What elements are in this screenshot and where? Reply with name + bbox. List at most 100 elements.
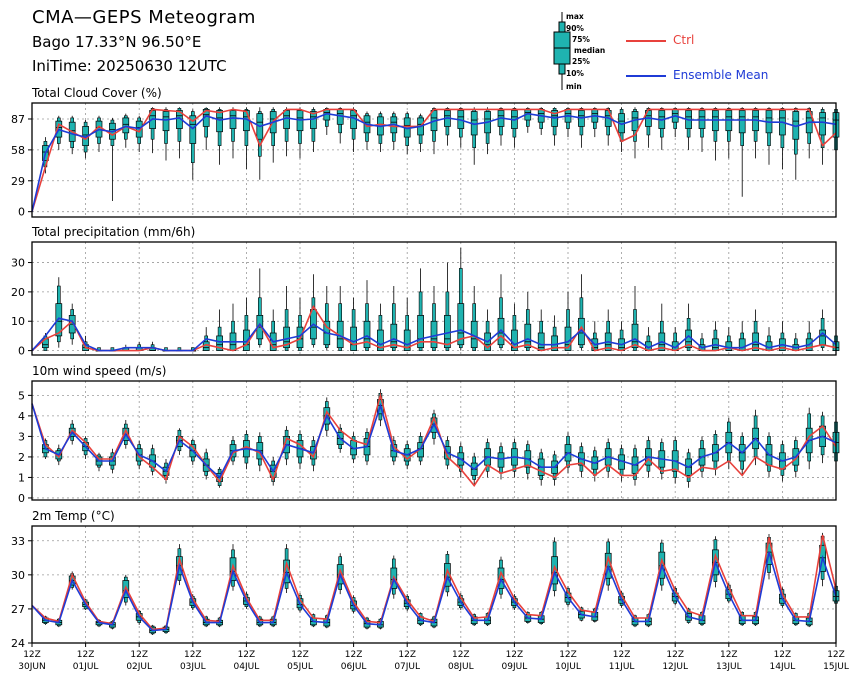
box-inner xyxy=(390,323,398,349)
y-tick-label: 27 xyxy=(11,603,25,616)
legend-p10-label: 10% xyxy=(566,69,584,78)
ensemble-box xyxy=(658,107,666,150)
ensemble-box xyxy=(135,115,143,153)
y-tick-label: 3 xyxy=(18,430,25,443)
ensemble-box xyxy=(444,262,451,351)
x-tick-date-label: 08JUL xyxy=(448,662,474,672)
box-inner xyxy=(403,329,411,351)
ensemble-box xyxy=(95,115,103,153)
ensemble-box xyxy=(671,107,679,138)
ensemble-box xyxy=(336,107,344,144)
ensemble-box xyxy=(377,111,384,153)
ensemble-mean-line xyxy=(31,317,837,352)
box-inner xyxy=(444,315,451,349)
ensemble-box xyxy=(578,107,585,148)
ensemble-box xyxy=(269,107,277,163)
ensemble-box xyxy=(430,286,438,351)
legend-mean-swatch xyxy=(626,75,666,77)
ensemble-box xyxy=(738,432,746,476)
x-tick-date-label: 09JUL xyxy=(502,662,528,672)
ensemble-box xyxy=(685,107,692,150)
box-inner xyxy=(122,117,130,134)
ensemble-box xyxy=(229,303,237,351)
ensemble-box xyxy=(216,309,223,351)
location-label: Bago 17.33°N 96.50°E xyxy=(32,33,202,51)
x-tick-date-label: 10JUL xyxy=(555,662,581,672)
y-tick-label: 10 xyxy=(11,315,25,328)
x-tick-date-label: 01JUL xyxy=(73,662,99,672)
boxplot-legend-icon xyxy=(553,12,571,90)
y-tick-label: 20 xyxy=(11,286,25,299)
ensemble-box xyxy=(189,109,197,180)
ensemble-box xyxy=(725,327,733,351)
ensemble-box xyxy=(149,341,156,351)
x-tick-date-label: 13JUL xyxy=(716,662,742,672)
y-tick-label: 0 xyxy=(18,492,25,505)
x-tick-date-label: 03JUL xyxy=(180,662,206,672)
box-inner xyxy=(310,111,317,129)
ensemble-box xyxy=(390,286,398,351)
panel-frame xyxy=(31,241,837,356)
ensemble-box xyxy=(805,321,813,351)
ensemble-box xyxy=(738,107,746,197)
box-inner xyxy=(725,341,733,351)
legend-ctrl-label: Ctrl xyxy=(673,33,695,47)
panel-title: Total precipitation (mm/6h) xyxy=(31,225,195,239)
ensemble-box xyxy=(243,107,250,170)
y-tick-label: 0 xyxy=(18,345,25,358)
panel-frame xyxy=(31,525,837,644)
ctrl-line xyxy=(31,392,837,487)
x-tick-hour-label: 12Z xyxy=(613,650,631,660)
ensemble-box xyxy=(229,107,237,159)
ensemble-box xyxy=(779,107,786,170)
ensemble-box xyxy=(591,107,599,138)
ensemble-box xyxy=(779,321,786,351)
y-tick-label: 87 xyxy=(11,113,25,126)
ensemble-box xyxy=(216,107,223,165)
legend-min-label: min xyxy=(566,82,582,91)
ensemble-box xyxy=(283,286,290,351)
ensemble-box xyxy=(524,107,532,133)
ensemble-box xyxy=(484,107,491,155)
panel-frame xyxy=(31,380,837,501)
ensemble-box xyxy=(470,107,478,165)
chart-title: CMA—GEPS Meteogram xyxy=(32,7,256,28)
ensemble-box xyxy=(417,268,424,351)
x-tick-hour-label: 12Z xyxy=(130,650,148,660)
ensemble-box xyxy=(403,111,411,155)
x-tick-date-label: 02JUL xyxy=(126,662,152,672)
y-tick-label: 0 xyxy=(18,206,25,219)
y-tick-label: 4 xyxy=(18,410,25,423)
ensemble-box xyxy=(350,107,357,153)
ensemble-box xyxy=(564,107,572,138)
y-tick-label: 1 xyxy=(18,471,25,484)
ensemble-box xyxy=(310,436,317,472)
box-inner xyxy=(283,326,290,349)
ensemble-box xyxy=(256,268,264,348)
ensemble-box xyxy=(430,107,438,155)
box-inner xyxy=(283,110,290,129)
meteogram-header: CMA—GEPS Meteogram Bago 17.33°N 96.50°E … xyxy=(0,0,859,90)
ensemble-box xyxy=(202,107,210,150)
ensemble-box xyxy=(390,111,398,150)
ensemble-box xyxy=(283,107,290,157)
box-inner xyxy=(430,320,438,349)
y-tick-label: 30 xyxy=(11,569,25,582)
x-tick-date-label: 14JUL xyxy=(770,662,796,672)
x-tick-hour-label: 12Z xyxy=(666,650,684,660)
x-tick-hour-label: 12Z xyxy=(559,650,577,660)
x-tick-date-label: 07JUL xyxy=(394,662,420,672)
x-tick-hour-label: 12Z xyxy=(452,650,470,660)
x-tick-hour-label: 12Z xyxy=(345,650,363,660)
y-tick-label: 33 xyxy=(11,535,25,548)
x-tick-hour-label: 12Z xyxy=(23,650,41,660)
box-inner xyxy=(457,303,465,346)
panel-title: Total Cloud Cover (%) xyxy=(31,86,162,100)
ensemble-box xyxy=(176,107,183,159)
ensemble-box xyxy=(296,107,304,159)
y-tick-label: 5 xyxy=(18,389,25,402)
y-tick-label: 2 xyxy=(18,451,25,464)
ensemble-box xyxy=(497,107,505,146)
ensemble-box xyxy=(712,107,719,161)
box-inner xyxy=(631,323,639,349)
